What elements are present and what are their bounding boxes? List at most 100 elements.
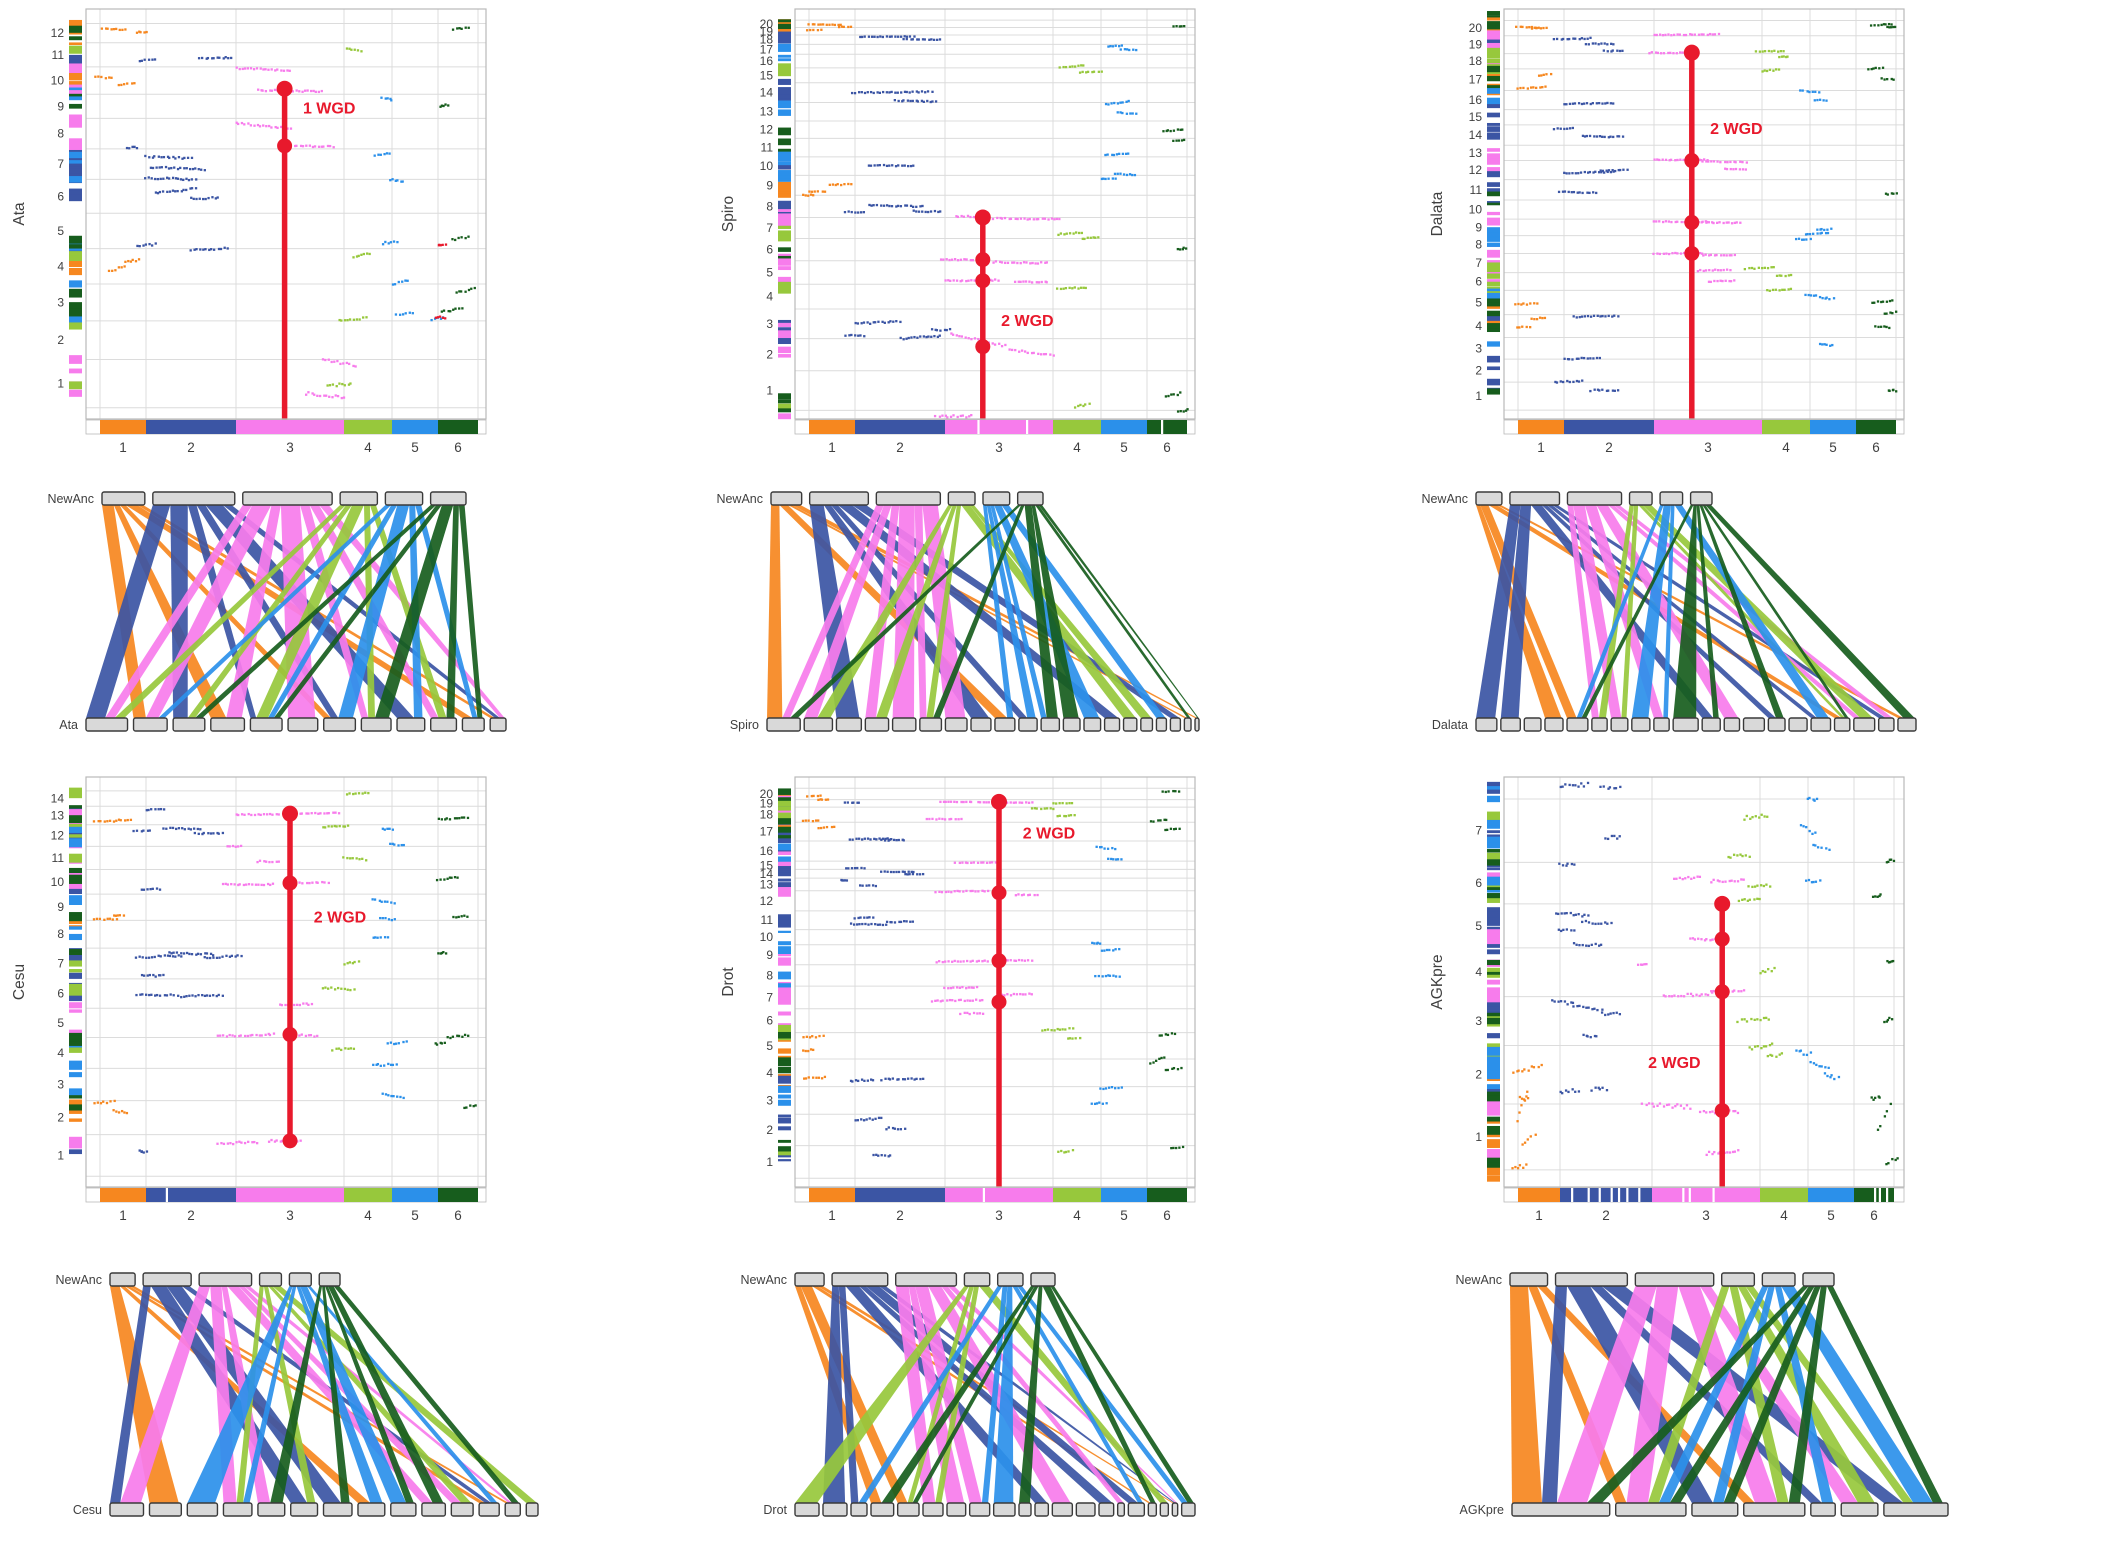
synteny-dot: [1581, 920, 1584, 924]
synteny-dot: [444, 103, 447, 106]
synteny-dot: [1883, 78, 1886, 81]
synteny-dot: [1733, 989, 1736, 992]
synteny-dot: [154, 994, 157, 997]
karyotype-stripe: [69, 42, 82, 46]
synteny-dot: [931, 90, 934, 93]
synteny-dot: [1063, 1151, 1066, 1154]
synteny-dot: [877, 1116, 881, 1120]
synteny-dot: [1604, 315, 1607, 318]
synteny-dot: [862, 321, 866, 324]
synteny-dot: [1539, 27, 1543, 30]
synteny-dot: [1526, 1138, 1529, 1141]
synteny-dot: [911, 38, 914, 41]
synteny-dot: [1603, 171, 1606, 174]
synteny-dot: [389, 1063, 393, 1067]
synteny-dot: [1605, 389, 1609, 393]
y-tick-label: 3: [766, 1093, 773, 1107]
synteny-dot: [1563, 357, 1566, 360]
x-tick-label: 5: [411, 440, 419, 455]
synteny-dot: [306, 881, 309, 885]
synteny-dot: [1533, 302, 1536, 305]
synteny-dot: [1587, 43, 1590, 46]
synteny-dot: [1587, 921, 1591, 924]
synteny-dot: [1573, 863, 1576, 866]
synteny-dot: [1745, 814, 1748, 818]
synteny-dot: [1713, 254, 1717, 257]
synteny-dot: [371, 898, 374, 901]
synteny-dot: [322, 145, 325, 148]
synteny-dot: [1711, 1152, 1714, 1156]
synteny-dot: [891, 1077, 895, 1080]
synteny-dot: [951, 333, 955, 336]
synteny-dot: [265, 860, 268, 863]
synteny-dot: [280, 1003, 284, 1007]
synteny-dot: [331, 396, 334, 399]
synteny-dot: [99, 1102, 103, 1105]
y-tick-label: 11: [761, 913, 774, 927]
species-chromosome-bar: [1159, 1502, 1170, 1517]
synteny-dot: [469, 1104, 472, 1107]
synteny-dot: [294, 144, 297, 148]
synteny-dot: [952, 986, 955, 989]
karyotype-stripe: [1487, 893, 1500, 899]
synteny-dot: [1873, 24, 1876, 27]
synteny-dot: [351, 962, 354, 965]
karyotype-stripe: [69, 1035, 82, 1039]
synteny-dot: [1659, 52, 1663, 55]
synteny-dot: [334, 394, 337, 397]
synteny-dot: [1758, 897, 1761, 901]
synteny-dot: [1529, 326, 1532, 329]
synteny-dot: [1525, 1163, 1528, 1166]
synteny-dot: [1112, 858, 1115, 861]
synteny-dot: [1808, 90, 1811, 94]
synteny-dot: [459, 290, 463, 293]
synteny-dot: [902, 1078, 905, 1081]
x-chromosome-segment: [1147, 1188, 1187, 1202]
synteny-dot: [117, 83, 120, 87]
synteny-dot: [890, 35, 893, 38]
synteny-dot: [1028, 280, 1031, 283]
synteny-dot: [857, 211, 860, 214]
wgd-dot: [991, 885, 1007, 901]
synteny-ribbon: [195, 505, 437, 718]
karyotype-stripe: [1487, 1149, 1500, 1158]
synteny-dot: [938, 817, 941, 820]
synteny-dot: [228, 845, 231, 848]
synteny-dot: [1026, 959, 1030, 962]
synteny-dot: [1003, 994, 1006, 997]
synteny-dot: [387, 918, 391, 921]
synteny-dot: [1599, 315, 1602, 318]
synteny-dot: [1693, 938, 1697, 941]
synteny-dot: [231, 1034, 234, 1037]
synteny-dot: [301, 145, 305, 148]
karyotype-stripe: [1487, 1098, 1500, 1110]
karyotype-stripe: [69, 874, 82, 884]
synteny-dot: [930, 38, 933, 41]
synteny-dot: [1794, 237, 1798, 241]
synteny-dot: [959, 1012, 962, 1016]
karyotype-stripe: [778, 947, 791, 955]
synteny-dot: [887, 1126, 890, 1129]
synteny-dot: [900, 35, 903, 38]
y-tick-label: 13: [51, 809, 65, 823]
y-tick-label: 7: [766, 990, 773, 1004]
wgd-dot: [1684, 245, 1700, 261]
synteny-dot: [1563, 171, 1566, 175]
synteny-dot: [1009, 217, 1013, 220]
synteny-dot: [388, 827, 391, 830]
synteny-dot: [114, 914, 117, 917]
synteny-dot: [990, 861, 994, 864]
synteny-dot: [1591, 42, 1595, 45]
synteny-ribbon: [86, 505, 171, 718]
synteny-dot: [1753, 885, 1757, 888]
karyotype-stripe: [778, 849, 791, 853]
synteny-dot: [813, 190, 816, 193]
species-chromosome-bar: [891, 717, 917, 732]
y-tick-label: 15: [1469, 110, 1483, 124]
synteny-dot: [1181, 248, 1185, 251]
synteny-dot: [267, 1140, 271, 1143]
synteny-dot: [362, 252, 366, 256]
synteny-dot: [1888, 858, 1892, 861]
synteny-dot: [1535, 86, 1538, 90]
synteny-dot: [1658, 1102, 1662, 1105]
